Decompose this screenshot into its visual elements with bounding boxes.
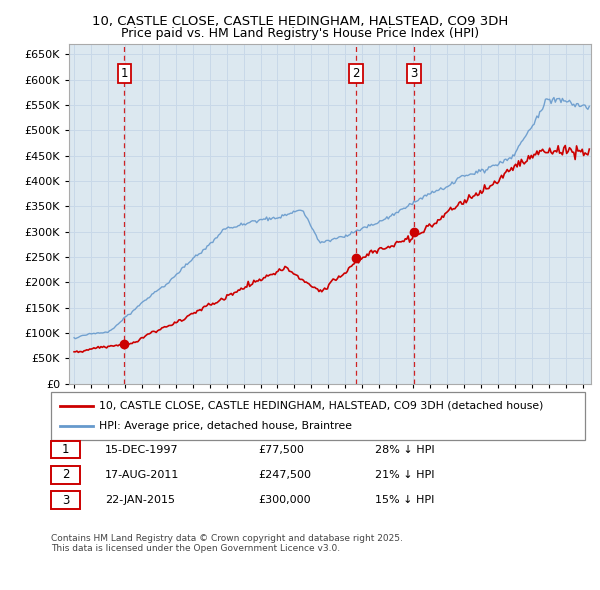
Text: Contains HM Land Registry data © Crown copyright and database right 2025.
This d: Contains HM Land Registry data © Crown c… <box>51 534 403 553</box>
Text: 3: 3 <box>410 67 418 80</box>
Text: 15-DEC-1997: 15-DEC-1997 <box>105 445 179 454</box>
Text: 2: 2 <box>352 67 359 80</box>
Text: 22-JAN-2015: 22-JAN-2015 <box>105 496 175 505</box>
Text: 1: 1 <box>62 443 69 456</box>
Text: 21% ↓ HPI: 21% ↓ HPI <box>375 470 434 480</box>
Text: £77,500: £77,500 <box>258 445 304 454</box>
Text: 2: 2 <box>62 468 69 481</box>
Text: 1: 1 <box>121 67 128 80</box>
Text: 10, CASTLE CLOSE, CASTLE HEDINGHAM, HALSTEAD, CO9 3DH: 10, CASTLE CLOSE, CASTLE HEDINGHAM, HALS… <box>92 15 508 28</box>
Text: 15% ↓ HPI: 15% ↓ HPI <box>375 496 434 505</box>
Text: 10, CASTLE CLOSE, CASTLE HEDINGHAM, HALSTEAD, CO9 3DH (detached house): 10, CASTLE CLOSE, CASTLE HEDINGHAM, HALS… <box>99 401 544 411</box>
Text: 3: 3 <box>62 494 69 507</box>
Text: HPI: Average price, detached house, Braintree: HPI: Average price, detached house, Brai… <box>99 421 352 431</box>
Text: 28% ↓ HPI: 28% ↓ HPI <box>375 445 434 454</box>
Text: Price paid vs. HM Land Registry's House Price Index (HPI): Price paid vs. HM Land Registry's House … <box>121 27 479 40</box>
Text: £300,000: £300,000 <box>258 496 311 505</box>
Text: £247,500: £247,500 <box>258 470 311 480</box>
Text: 17-AUG-2011: 17-AUG-2011 <box>105 470 179 480</box>
